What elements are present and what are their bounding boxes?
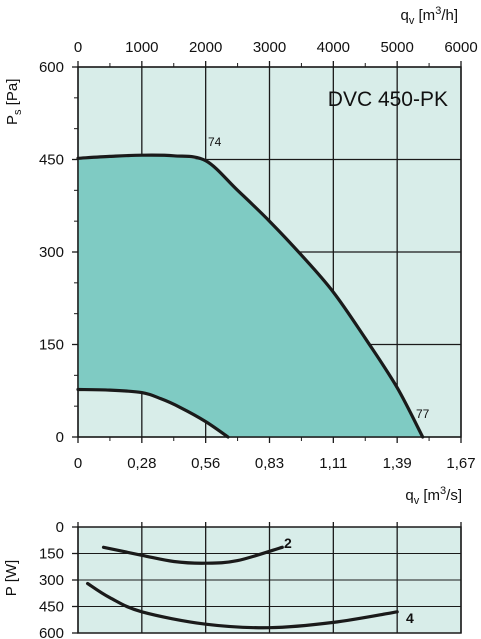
curve-74 xyxy=(76,153,425,439)
x-tick-label-bottom: 0 xyxy=(74,455,82,472)
power-curve-2 xyxy=(101,545,284,565)
power-y-axis-title: P [W] xyxy=(3,560,20,596)
x-tick-label-top: 2000 xyxy=(189,39,222,56)
chart-title: DVC 450-PK xyxy=(328,88,448,111)
y-tick-label: 450 xyxy=(39,152,64,169)
x-tick-label-top: 1000 xyxy=(125,39,158,56)
x-tick-label-bottom: 1,67 xyxy=(446,455,475,472)
power-y-tick-label: 300 xyxy=(39,572,64,589)
y-axis-title: Ps [Pa] xyxy=(4,79,24,125)
power-y-tick-label: 450 xyxy=(39,599,64,616)
y-tick-label: 600 xyxy=(39,59,64,76)
x-tick-label-top: 0 xyxy=(74,39,82,56)
series-label-77: 77 xyxy=(416,407,430,421)
power-plot-ticks: 0 150 300 450 600 xyxy=(39,519,462,639)
power-series-label-2: 2 xyxy=(284,535,292,551)
y-tick-label: 300 xyxy=(39,244,64,261)
y-tick-label: 0 xyxy=(56,429,64,446)
power-y-tick-label: 0 xyxy=(56,519,64,536)
power-y-tick-label: 600 xyxy=(39,625,64,639)
x-tick-label-top: 4000 xyxy=(317,39,350,56)
x-tick-label-bottom: 0,83 xyxy=(255,455,284,472)
x-tick-label-bottom: 1,39 xyxy=(383,455,412,472)
x-tick-label-top: 5000 xyxy=(380,39,413,56)
power-curve-4 xyxy=(86,581,399,630)
power-series-label-4: 4 xyxy=(406,610,414,626)
x-axis-title-top: qv [m3/h] xyxy=(401,5,459,27)
x-tick-label-bottom: 1,11 xyxy=(319,455,347,472)
x-tick-label-bottom: 0,28 xyxy=(127,455,156,472)
x-tick-label-top: 6000 xyxy=(444,39,477,56)
y-tick-label: 150 xyxy=(39,337,64,354)
x-tick-label-top: 3000 xyxy=(253,39,286,56)
x-axis-title-bottom: qv [m3/s] xyxy=(405,485,462,507)
operating-area-fill xyxy=(78,155,423,437)
series-label-74: 74 xyxy=(208,135,222,149)
power-y-tick-label: 150 xyxy=(39,546,64,563)
curve-77 xyxy=(76,387,230,439)
x-tick-label-bottom: 0,56 xyxy=(191,455,220,472)
